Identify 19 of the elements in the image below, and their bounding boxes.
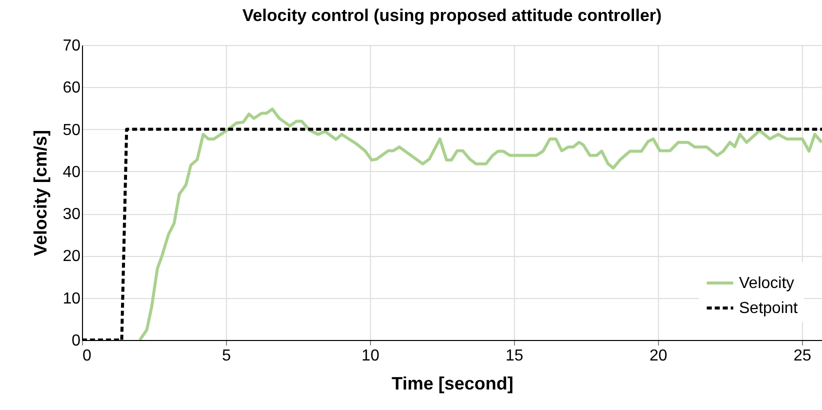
x-tick-label: 20 bbox=[649, 348, 668, 364]
chart-title: Velocity control (using proposed attitude controller) bbox=[242, 6, 662, 25]
y-tick-label: 0 bbox=[72, 332, 81, 350]
x-tick-label: 15 bbox=[506, 348, 524, 364]
y-tick-label: 40 bbox=[62, 164, 81, 181]
y-tick-label: 30 bbox=[62, 206, 81, 224]
y-tick-label: 60 bbox=[62, 80, 81, 97]
x-tick-label: 25 bbox=[793, 348, 812, 364]
y-tick-label: 10 bbox=[62, 290, 81, 308]
x-tick-label: 0 bbox=[82, 348, 92, 364]
legend-label: Setpoint bbox=[739, 300, 798, 317]
legend-label: Velocity bbox=[739, 275, 794, 292]
y-tick-label: 20 bbox=[62, 248, 81, 266]
y-axis-title: Velocity [cm/s] bbox=[30, 130, 51, 256]
x-tick-label: 5 bbox=[222, 348, 232, 364]
x-tick-label: 10 bbox=[362, 348, 380, 364]
x-axis-title: Time [second] bbox=[392, 374, 514, 394]
y-tick-label: 50 bbox=[62, 122, 81, 139]
y-tick-label: 70 bbox=[62, 38, 81, 54]
